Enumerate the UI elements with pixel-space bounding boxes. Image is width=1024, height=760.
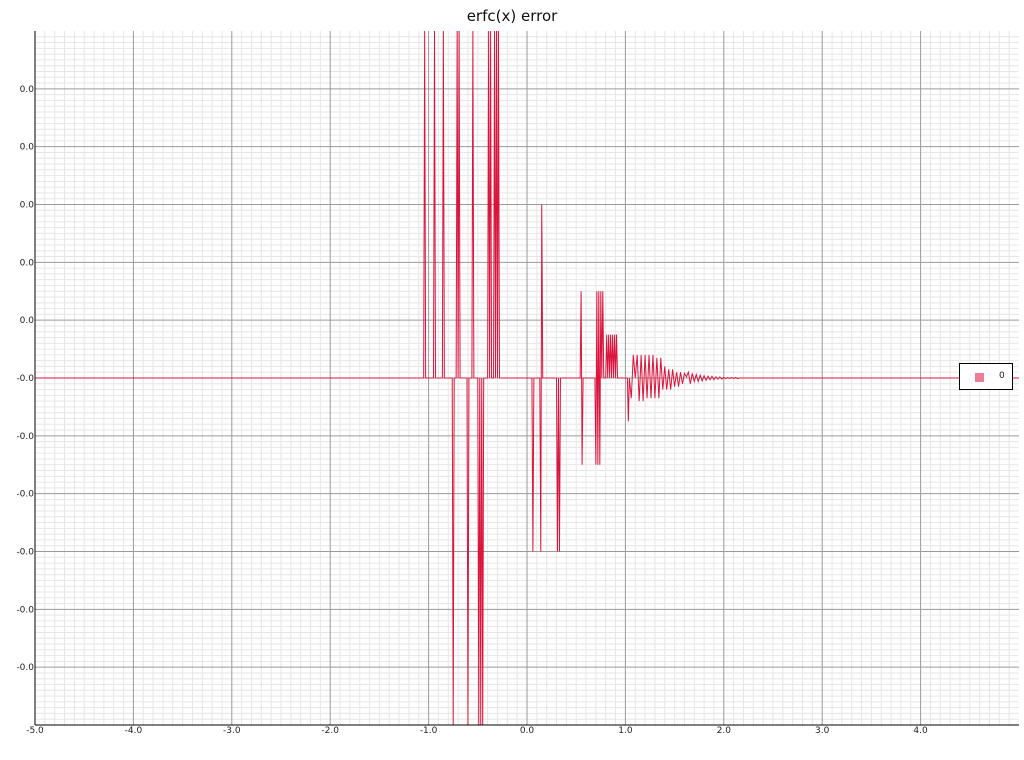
x-tick-label: 0.0	[520, 726, 535, 736]
x-tick-labels: -5.0 -4.0 -3.0 -2.0 -1.0 0.0 1.0 2.0 3.0 4.0	[26, 726, 928, 736]
series-layer	[35, 30, 1019, 726]
y-tick-label: -0.0	[16, 432, 34, 442]
y-tick-label: -0.0	[16, 548, 34, 558]
y-tick-label: -0.0	[16, 374, 34, 384]
x-tick-label: -3.0	[223, 726, 241, 736]
x-tick-label: 1.0	[618, 726, 633, 736]
y-tick-label: 0.0	[20, 316, 35, 326]
axes	[34, 31, 1019, 726]
x-tick-label: -1.0	[420, 726, 438, 736]
legend: 0	[959, 363, 1013, 390]
chart-title: erfc(x) error	[466, 7, 558, 25]
x-tick-label: 2.0	[717, 726, 732, 736]
x-tick-label: -4.0	[125, 726, 143, 736]
x-tick-label: -2.0	[321, 726, 339, 736]
y-tick-label: 0.0	[20, 201, 35, 211]
legend-swatch	[975, 373, 984, 382]
y-tick-label: 0.0	[20, 258, 35, 268]
y-tick-label: -0.0	[16, 490, 34, 500]
legend-label: 0	[999, 371, 1005, 381]
series-line	[35, 30, 1019, 726]
y-tick-labels: 0.0 0.0 0.0 0.0 0.0 -0.0 -0.0 -0.0 -0.0 -0.0 -0.0	[16, 85, 34, 673]
x-tick-label: -5.0	[26, 726, 44, 736]
x-tick-label: 4.0	[913, 726, 928, 736]
y-tick-label: 0.0	[20, 85, 35, 95]
x-tick-label: 3.0	[815, 726, 830, 736]
y-tick-label: 0.0	[20, 143, 35, 153]
y-tick-label: -0.0	[16, 605, 34, 615]
y-tick-label: -0.0	[16, 663, 34, 673]
